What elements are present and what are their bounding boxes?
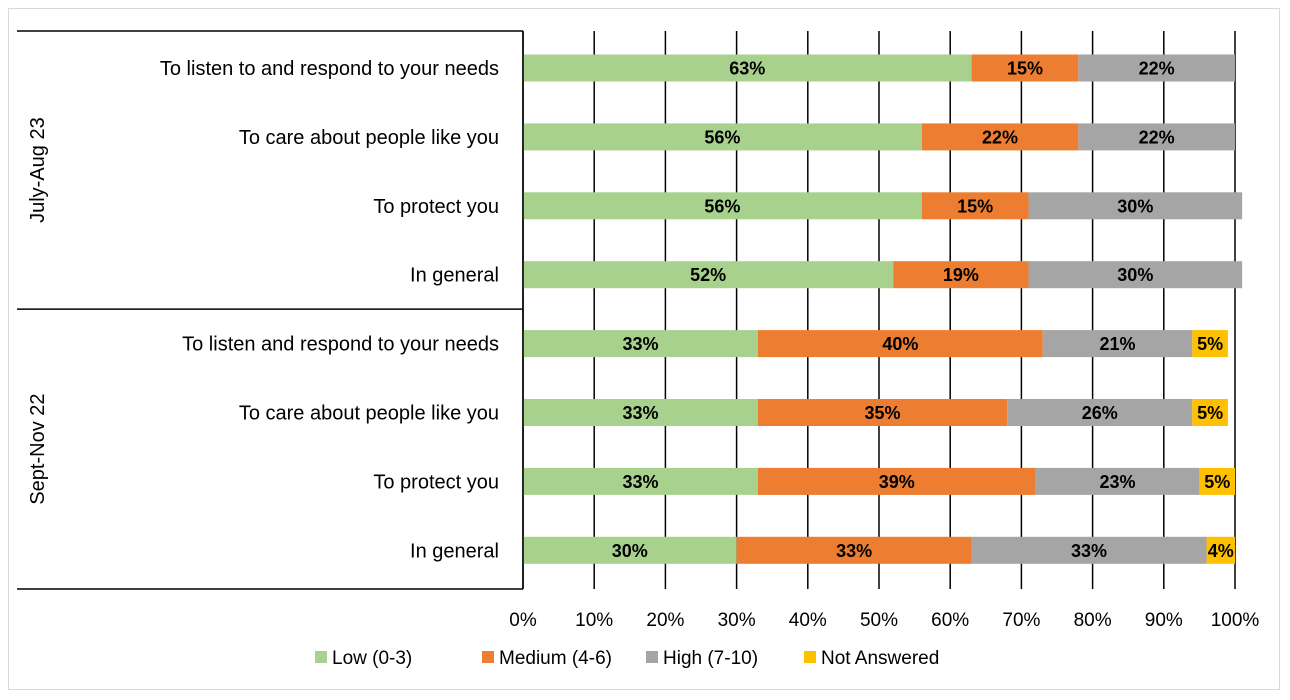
data-label: 33% [836, 541, 872, 561]
x-tick-label: 20% [646, 610, 684, 631]
bar-segment [757, 330, 1043, 358]
data-label: 56% [704, 196, 740, 216]
legend-label: Low (0-3) [332, 648, 412, 669]
data-label: 15% [1007, 59, 1043, 79]
bar-segment [921, 123, 1079, 151]
bar-segment [971, 54, 1079, 82]
bar-segment [757, 399, 1008, 426]
bar-segment [1192, 399, 1228, 426]
data-label: 5% [1197, 334, 1223, 354]
bar-segment [523, 54, 972, 82]
category-label: In general [410, 265, 499, 287]
bar-segment [1042, 330, 1193, 358]
bar-segment [523, 467, 758, 495]
data-label: 33% [622, 472, 658, 492]
data-label: 4% [1208, 541, 1234, 561]
data-label: 30% [1117, 265, 1153, 285]
bar-segment [1035, 467, 1200, 495]
group-label: July-Aug 23 [27, 117, 49, 223]
data-label: 19% [943, 265, 979, 285]
legend-swatch [646, 651, 658, 663]
category-label: To protect you [373, 471, 499, 493]
category-label: To listen and respond to your needs [182, 334, 499, 356]
bar-segment [736, 536, 972, 564]
x-tick-label: 100% [1211, 610, 1260, 631]
bar-segment [1199, 467, 1235, 495]
data-label: 21% [1100, 334, 1136, 354]
data-label: 39% [879, 472, 915, 492]
data-label: 30% [612, 541, 648, 561]
data-label: 22% [1139, 127, 1175, 147]
bar-segment [1078, 54, 1235, 82]
data-label: 33% [622, 334, 658, 354]
data-label: 40% [882, 334, 918, 354]
x-tick-label: 0% [509, 610, 537, 631]
x-tick-label: 10% [575, 610, 613, 631]
data-label: 5% [1197, 403, 1223, 423]
legend-label: Not Answered [821, 648, 939, 669]
bar-segment [523, 536, 737, 564]
legend-swatch [315, 651, 327, 663]
x-tick-label: 90% [1145, 610, 1183, 631]
gridlines [522, 31, 1236, 589]
bar-segment [523, 330, 758, 358]
bar-segment [1028, 192, 1243, 220]
bar-segment [1206, 536, 1235, 564]
legend-label: High (7-10) [663, 648, 758, 669]
category-label: To listen to and respond to your needs [160, 58, 499, 80]
data-label: 30% [1117, 196, 1153, 216]
category-label: To care about people like you [239, 127, 499, 149]
bar-segment [1028, 261, 1243, 289]
x-tick-label: 60% [931, 610, 969, 631]
data-label: 23% [1100, 472, 1136, 492]
axes: 0% 10% 20% 30% 40% 50% 60% 70% 80% 90% 100% To list… [17, 30, 1260, 631]
bar-segment [757, 467, 1036, 495]
legend-swatch [482, 651, 494, 663]
bar-segment [1078, 123, 1235, 151]
data-label: 52% [690, 265, 726, 285]
x-tick-label: 30% [718, 610, 756, 631]
group-label: Sept-Nov 22 [27, 393, 49, 504]
x-tick-label: 50% [860, 610, 898, 631]
stacked-bar-chart: 63% 15% 22% 56% 22% 22% 56% 15% 30% 52% 19% 30% 33% 4… [17, 30, 1260, 669]
legend-swatch [804, 651, 816, 663]
bar-segment [523, 192, 922, 220]
x-tick-label: 40% [789, 610, 827, 631]
category-label: To protect you [373, 196, 499, 218]
bar-segment [523, 261, 894, 289]
bar-segment [523, 123, 922, 151]
data-labels: 63% 15% 22% 56% 22% 22% 56% 15% 30% 52% 19% 30% 33% 4… [612, 59, 1234, 561]
x-tick-label: 80% [1074, 610, 1112, 631]
category-label: To care about people like you [239, 403, 499, 425]
bar-segment [921, 192, 1029, 220]
data-label: 35% [865, 403, 901, 423]
category-label: In general [410, 540, 499, 562]
data-label: 63% [729, 59, 765, 79]
bar-segment [523, 399, 758, 426]
data-label: 26% [1082, 403, 1118, 423]
bar-segment [1192, 330, 1228, 358]
bar-segment [893, 261, 1029, 289]
x-tick-label: 70% [1002, 610, 1040, 631]
data-label: 33% [1071, 541, 1107, 561]
data-label: 22% [1139, 59, 1175, 79]
data-label: 5% [1204, 472, 1230, 492]
legend-label: Medium (4-6) [499, 648, 612, 669]
data-label: 56% [704, 127, 740, 147]
data-label: 22% [982, 127, 1018, 147]
legend: Low (0-3) Medium (4-6) High (7-10) Not Answ… [315, 648, 939, 669]
data-label: 15% [957, 196, 993, 216]
bars [523, 54, 1243, 564]
data-label: 33% [622, 403, 658, 423]
bar-segment [971, 536, 1207, 564]
bar-segment [1007, 399, 1193, 426]
chart-frame: 63% 15% 22% 56% 22% 22% 56% 15% 30% 52% 19% 30% 33% 4… [8, 8, 1280, 690]
